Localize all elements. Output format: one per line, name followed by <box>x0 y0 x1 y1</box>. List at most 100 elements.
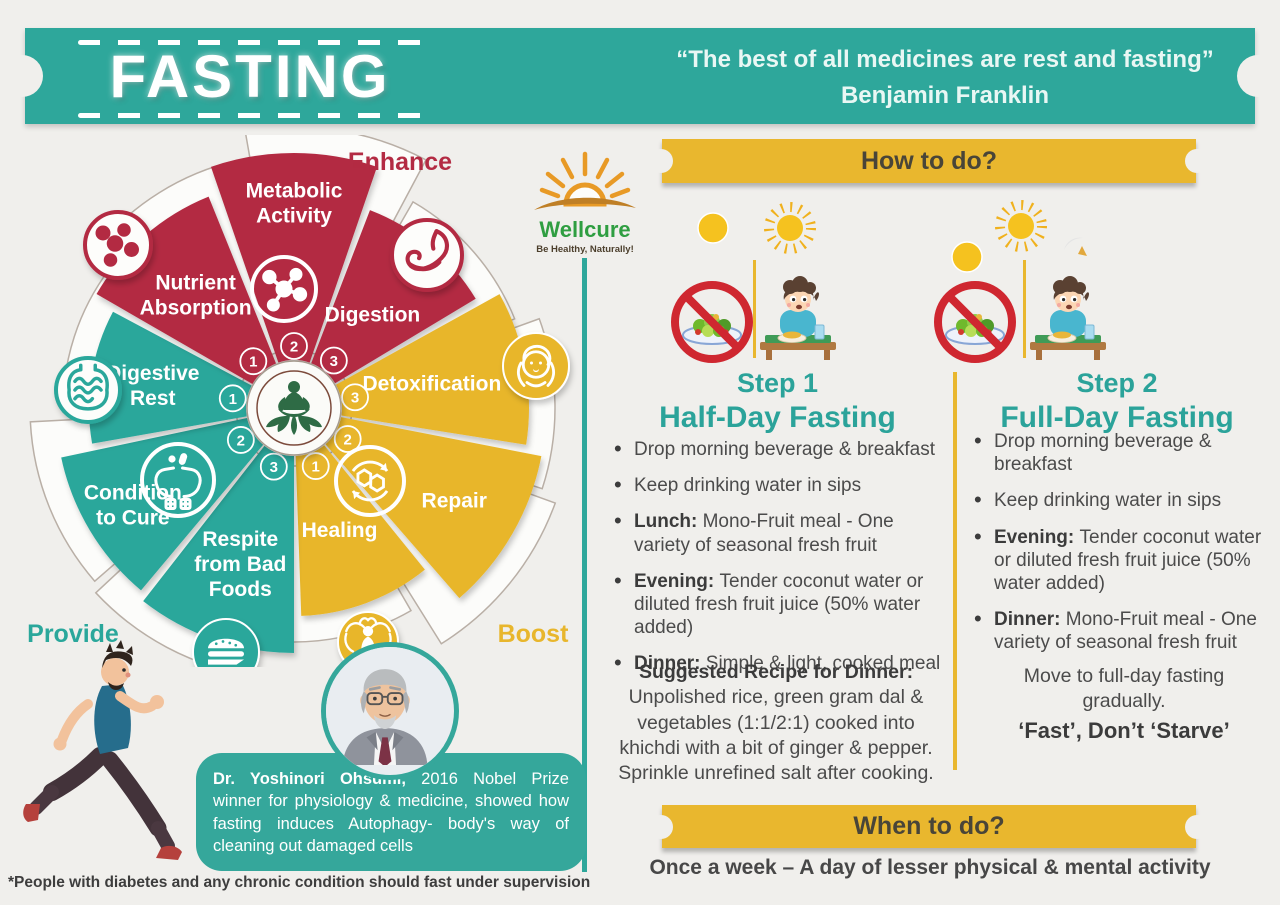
wedge-number-badge: 2 <box>226 426 255 454</box>
footnote: *People with diabetes and any chronic co… <box>8 874 591 891</box>
header-banner: FASTING “The best of all medicines are r… <box>25 28 1255 124</box>
no-food-icon <box>671 281 753 363</box>
molecule-line-icon <box>250 255 318 323</box>
quote-block: “The best of all medicines are rest and … <box>645 40 1245 110</box>
title-block: FASTING <box>70 34 430 118</box>
wheel-wedge-digestive-rest <box>88 311 252 444</box>
wheel-wedge-healing <box>295 445 425 616</box>
gradual-note-text: Move to full-day fasting gradually. <box>1023 665 1225 713</box>
wedge-label: to Cure <box>96 506 170 529</box>
bullet-item: Dinner: Simple & light, cooked meal <box>612 650 946 677</box>
doctor-photo <box>321 642 459 780</box>
svg-text:2: 2 <box>344 432 352 449</box>
morning-sun-icon <box>951 241 983 273</box>
wedge-label: Digestion <box>325 304 421 327</box>
wellcure-logo: Wellcure Be Healthy, Naturally! <box>520 146 650 255</box>
step1-label: Step 1 <box>736 368 819 398</box>
svg-text:2: 2 <box>237 432 245 449</box>
quote-attribution: Benjamin Franklin <box>840 82 1050 109</box>
step2-title: Full-Day Fasting <box>1000 401 1234 434</box>
wellcure-sun-icon <box>534 151 636 210</box>
dashed-line <box>78 40 422 45</box>
doctor-avatar-icon <box>326 647 444 767</box>
svg-text:3: 3 <box>270 459 278 476</box>
step2-bullet-list: Drop morning beverage & breakfast Keep dr… <box>972 428 1274 667</box>
nobel-description: 2016 Nobel Prize winner for physiology &… <box>213 770 569 856</box>
when-to-text: Once a week – A day of lesser physical &… <box>649 856 1211 879</box>
wedge-number-badge: 1 <box>218 384 247 413</box>
wellcure-name: Wellcure <box>539 217 631 242</box>
scene-divider <box>1023 260 1026 358</box>
cell-repair-icon <box>334 445 406 517</box>
group-label-provide: Provide <box>27 620 119 648</box>
wedge-number-badge: 1 <box>301 452 330 480</box>
wedge-number-badge: 3 <box>341 383 369 412</box>
recipe-note: Suggested Recipe for Dinner: Unpolished … <box>606 660 946 787</box>
wedge-label: Metabolic <box>246 180 343 203</box>
svg-text:2: 2 <box>290 339 298 356</box>
fast-dont-starve: ‘Fast’, Don’t ‘Starve’ <box>1018 717 1230 743</box>
bullet-item: Evening: Tender coconut water or diluted… <box>972 524 1274 596</box>
wedge-label: Nutrient <box>155 271 236 294</box>
recipe-note-body: Unpolished rice, green gram dal & vegeta… <box>618 686 934 785</box>
how-to-banner: How to do? <box>662 139 1196 183</box>
group-label-boost: Boost <box>497 620 569 648</box>
stomach-icon <box>390 218 464 292</box>
bullet-item: Drop morning beverage & breakfast <box>972 428 1274 476</box>
vertical-divider <box>582 258 587 872</box>
wellcure-tagline: Be Healthy, Naturally! <box>536 244 634 255</box>
bullet-item: Drop morning beverage & breakfast <box>612 436 946 463</box>
wedge-number-badge: 3 <box>319 346 348 375</box>
quote-text: “The best of all medicines are rest and … <box>676 46 1214 73</box>
when-to-banner-label: When to do? <box>853 812 1005 840</box>
nobel-text: Dr. Yoshinori Ohsumi, 2016 Nobel Prize w… <box>196 753 586 873</box>
svg-text:3: 3 <box>330 353 338 370</box>
scene-divider <box>753 260 756 358</box>
dashed-line <box>78 113 422 118</box>
wedge-label: Activity <box>256 205 332 228</box>
bullet-item: Lunch: Mono-Fruit meal - One variety of … <box>612 508 946 556</box>
wedge-number-badge: 2 <box>333 425 362 453</box>
wedge-label: Detoxification <box>362 373 501 396</box>
wedge-label: from Bad <box>194 553 286 576</box>
wheel-wedge-detoxification <box>335 294 529 445</box>
wedge-label: Respite <box>202 528 278 551</box>
day-sun-icon <box>995 200 1047 252</box>
step1-title: Half-Day Fasting <box>659 401 896 434</box>
svg-text:1: 1 <box>229 391 237 408</box>
wheel-wedge-respite-from-bad-foods <box>143 445 294 653</box>
svg-text:3: 3 <box>351 390 359 407</box>
step2-title-block: Step 2 Full-Day Fasting <box>962 368 1272 435</box>
meditating-person-icon <box>246 360 342 456</box>
bullet-item: Keep drinking water in sips <box>612 472 946 499</box>
day-sun-icon <box>764 202 816 254</box>
step1-title-block: Step 1 Half-Day Fasting <box>610 368 945 435</box>
benefits-wheel: MetabolicActivity2Digestion3Detoxificati… <box>29 135 570 667</box>
when-to-banner: When to do? <box>662 805 1196 848</box>
spa-face-icon <box>502 332 570 400</box>
bullet-item: Dinner: Mono-Fruit meal - One variety of… <box>972 606 1274 654</box>
morning-sun-icon <box>697 212 729 244</box>
page-title: FASTING <box>109 43 391 110</box>
wheel-wedge-condition-to-cure <box>61 417 264 591</box>
step1-bullet-list: Drop morning beverage & breakfast Keep dr… <box>612 436 946 688</box>
group-label-enhance: Enhance <box>347 148 453 176</box>
no-food-icon <box>934 281 1016 363</box>
steps-divider <box>953 372 957 770</box>
molecule-icon <box>83 210 153 280</box>
how-to-banner-label: How to do? <box>860 146 998 175</box>
bullet-item: Keep drinking water in sips <box>972 487 1274 514</box>
svg-text:1: 1 <box>312 459 320 476</box>
healing-hands-icon <box>140 442 216 518</box>
wedge-label: Healing <box>302 519 378 542</box>
bullet-item: Evening: Tender coconut water or diluted… <box>612 568 946 640</box>
runner-illustration <box>23 640 182 860</box>
wedge-label: Absorption <box>140 296 252 319</box>
wedge-label: Rest <box>130 387 176 410</box>
wedge-number-badge: 2 <box>280 332 308 360</box>
recipe-note-title: Suggested Recipe for Dinner: <box>638 661 914 683</box>
wedge-label: Digestive <box>106 362 199 385</box>
wedge-number-badge: 1 <box>239 347 268 376</box>
night-moon-icon <box>1063 237 1087 278</box>
